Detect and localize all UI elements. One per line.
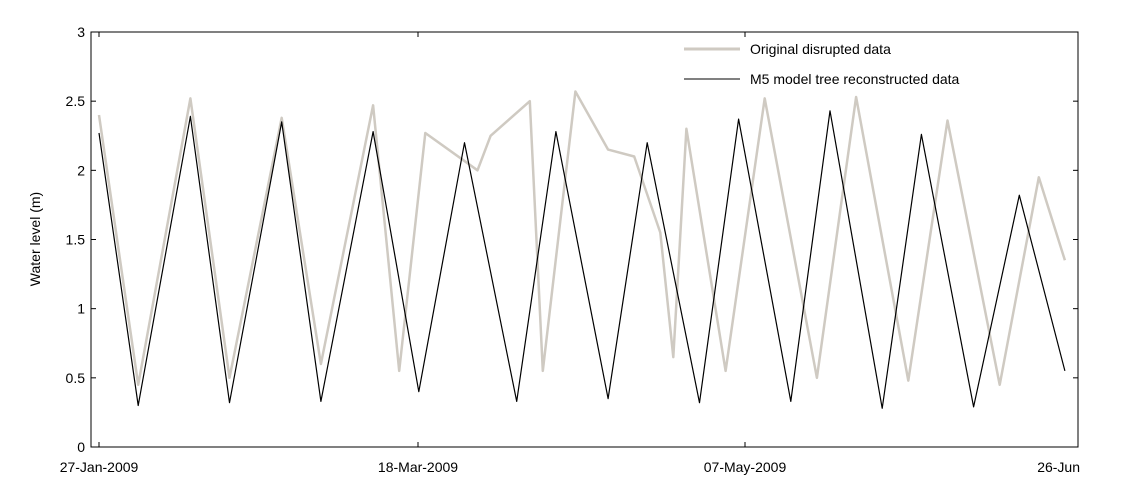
y-axis: 0 0.5 1 1.5 2 2.5 3 (66, 24, 1078, 455)
series-original-line (97, 90, 1067, 387)
y-tick-label: 2.5 (66, 93, 86, 109)
series-layer (97, 90, 1067, 409)
y-tick-label: 2 (77, 162, 85, 178)
x-tick-label: 26-Jun (1037, 459, 1080, 475)
x-tick-label: 07-May-2009 (704, 459, 787, 475)
x-tick-label: 18-Mar-2009 (378, 459, 458, 475)
legend-label-original: Original disrupted data (750, 41, 891, 57)
x-tick-label: 27-Jan-2009 (60, 459, 139, 475)
y-tick-label: 1 (77, 301, 85, 317)
series-reconstructed-line (98, 110, 1066, 409)
y-tick-label: 1.5 (66, 232, 86, 248)
y-tick-label: 0 (77, 439, 85, 455)
legend-label-reconstructed: M5 model tree reconstructed data (750, 71, 960, 87)
y-tick-label: 0.5 (66, 370, 86, 386)
plot-area (90, 31, 1079, 448)
y-tick-label: 3 (77, 24, 85, 40)
x-axis: 27-Jan-2009 18-Mar-2009 07-May-2009 26-Jun (60, 32, 1080, 475)
legend: Original disrupted data M5 model tree re… (684, 41, 960, 87)
y-axis-label: Water level (m) (27, 192, 43, 286)
